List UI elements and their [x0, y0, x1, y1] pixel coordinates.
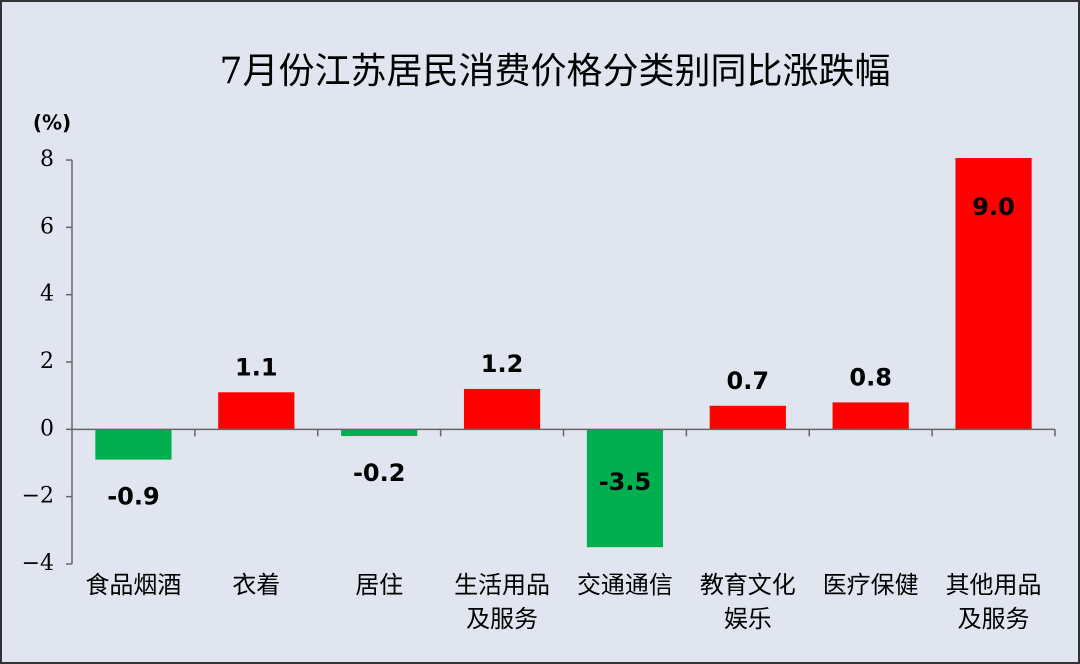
x-tick-label: 及服务 — [466, 605, 538, 633]
bar — [586, 429, 664, 548]
x-tick-label: 医疗保健 — [823, 571, 919, 599]
y-tick-label: 2 — [40, 349, 54, 374]
x-tick-label: 居住 — [355, 571, 403, 599]
value-label: -0.9 — [107, 483, 159, 511]
value-label: 0.7 — [727, 367, 770, 395]
x-tick-label: 衣着 — [232, 571, 280, 599]
bar — [463, 388, 541, 430]
value-label: 1.1 — [235, 353, 278, 381]
bar — [955, 158, 1032, 430]
y-tick-label: −4 — [22, 551, 54, 576]
x-tick-label: 教育文化 — [700, 571, 796, 599]
plot-area — [95, 158, 1032, 548]
y-tick-label: 0 — [40, 416, 54, 441]
chart-title: 7月份江苏居民消费价格分类别同比涨跌幅 — [220, 51, 891, 92]
y-tick-label: 4 — [40, 282, 54, 307]
bar — [832, 402, 909, 430]
x-tick-label: 食品烟酒 — [85, 571, 181, 599]
value-label: -0.2 — [353, 459, 405, 487]
y-tick-label: 8 — [40, 147, 54, 172]
y-tick-label: 6 — [40, 214, 54, 239]
x-tick-label: 娱乐 — [724, 605, 772, 633]
y-axis-label: (%) — [33, 111, 71, 135]
value-label: -3.5 — [599, 468, 651, 496]
bar — [218, 392, 295, 430]
x-tick-label: 其他用品 — [946, 571, 1042, 599]
x-tick-label: 及服务 — [958, 605, 1030, 633]
value-label: 1.2 — [481, 350, 524, 378]
x-tick-label: 交通通信 — [577, 571, 673, 599]
value-label: 9.0 — [972, 193, 1015, 221]
y-tick-label: −2 — [22, 484, 54, 509]
x-tick-label: 生活用品 — [454, 571, 550, 599]
value-label: 0.8 — [849, 363, 892, 391]
bar — [95, 429, 172, 460]
bar — [709, 405, 786, 430]
bar — [341, 429, 418, 437]
